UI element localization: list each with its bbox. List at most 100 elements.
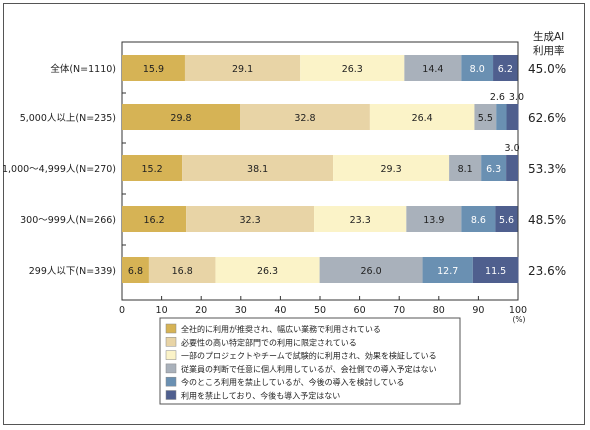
data-label-outside-r2-s5: 3.0 bbox=[505, 143, 520, 154]
data-label-r4-s4: 12.7 bbox=[437, 266, 458, 277]
data-label-r0-s0: 15.9 bbox=[143, 64, 164, 75]
bar-r2-s3 bbox=[449, 155, 482, 181]
bar-r2-s1 bbox=[182, 155, 334, 181]
category-label-3: 300～999人(N=266) bbox=[20, 215, 116, 226]
legend-label-1: 必要性の高い特定部門での利用に限定されている bbox=[181, 337, 357, 347]
legend-swatch-0 bbox=[165, 323, 177, 334]
data-label-r0-s3: 14.4 bbox=[422, 64, 443, 75]
data-label-r0-s5: 6.2 bbox=[498, 64, 513, 75]
legend-swatch-5 bbox=[165, 390, 177, 400]
x-tick-label-3: 30 bbox=[235, 305, 247, 316]
bar-r4-s5 bbox=[472, 257, 519, 283]
bar-r0-s1 bbox=[184, 55, 301, 81]
chart-frame bbox=[3, 3, 585, 425]
data-label-r4-s3: 26.0 bbox=[361, 266, 382, 277]
data-label-r4-s2: 26.3 bbox=[257, 266, 278, 277]
x-tick-label-0: 0 bbox=[119, 305, 125, 316]
data-label-r2-s1: 38.1 bbox=[247, 164, 268, 175]
data-label-r3-s2: 23.3 bbox=[350, 215, 371, 226]
rate-value-0: 45.0% bbox=[528, 62, 566, 76]
legend-swatch-3 bbox=[165, 363, 177, 374]
data-label-r1-s0: 29.8 bbox=[170, 113, 191, 124]
rate-value-2: 53.3% bbox=[528, 162, 566, 176]
bar-r2-s4 bbox=[481, 155, 507, 181]
data-label-r0-s4: 8.0 bbox=[470, 64, 485, 75]
bar-r1-s0 bbox=[122, 104, 241, 130]
data-label-r2-s3: 8.1 bbox=[458, 164, 473, 175]
bar-r3-s5 bbox=[495, 206, 518, 232]
x-tick-label-2: 20 bbox=[195, 305, 207, 316]
category-labels: 全体(N=1110) 5,000人以上(N=235) 1,000～4,999人(N=… bbox=[2, 63, 116, 277]
bar-r4-s1 bbox=[148, 257, 216, 283]
x-tick-label-9: 90 bbox=[472, 305, 484, 316]
bar-r3-s0 bbox=[122, 206, 187, 232]
x-tick-label-7: 70 bbox=[393, 305, 405, 316]
legend-label-4: 今のところ利用を禁止しているが、今後の導入を検討している bbox=[181, 377, 404, 387]
bar-r0-s2 bbox=[300, 55, 405, 81]
data-label-r3-s1: 32.3 bbox=[240, 215, 261, 226]
bar-r0-s0 bbox=[122, 55, 185, 81]
x-tick-label-8: 80 bbox=[433, 305, 445, 316]
x-unit-label: (%) bbox=[513, 315, 526, 324]
data-label-r2-s0: 15.2 bbox=[142, 164, 163, 175]
x-tick-label-5: 50 bbox=[314, 305, 326, 316]
bar-r3-s3 bbox=[406, 206, 462, 232]
bar-r0-s4 bbox=[461, 55, 494, 81]
legend-label-2: 一部のプロジェクトやチームで試験的に利用され、効果を検証している bbox=[181, 351, 437, 361]
legend-label-3: 従業員の判断で任意に個人利用しているが、会社側での導入予定はない bbox=[181, 364, 437, 374]
data-label-r3-s5: 5.6 bbox=[499, 215, 514, 226]
bar-r1-s4 bbox=[496, 104, 507, 130]
category-label-1: 5,000人以上(N=235) bbox=[20, 113, 116, 124]
x-tick-label-6: 60 bbox=[354, 305, 366, 316]
bar-r4-s0 bbox=[122, 257, 149, 283]
x-tick-label-4: 40 bbox=[274, 305, 286, 316]
bar-r4-s2 bbox=[215, 257, 320, 283]
rate-value-1: 62.6% bbox=[528, 111, 566, 125]
category-label-2: 1,000～4,999人(N=270) bbox=[2, 164, 116, 175]
bar-r4-s3 bbox=[319, 257, 423, 283]
category-label-4: 299人以下(N=339) bbox=[29, 266, 116, 277]
bar-r3-s1 bbox=[186, 206, 315, 232]
bar-r2-s5 bbox=[506, 155, 518, 181]
data-label-r3-s0: 16.2 bbox=[143, 215, 164, 226]
data-label-r4-s5: 11.5 bbox=[485, 266, 506, 277]
bar-r3-s4 bbox=[461, 206, 496, 232]
bar-r2-s0 bbox=[122, 155, 183, 181]
bar-r3-s2 bbox=[314, 206, 407, 232]
rate-value-4: 23.6% bbox=[528, 264, 566, 278]
data-label-r1-s1: 32.8 bbox=[294, 113, 315, 124]
legend-swatch-1 bbox=[165, 337, 177, 347]
data-label-r4-s0: 6.8 bbox=[128, 266, 143, 277]
x-tick-label-1: 10 bbox=[156, 305, 168, 316]
data-label-outside-r1-s5: 3.0 bbox=[509, 92, 524, 103]
x-axis: 0 10 20 30 40 50 60 70 80 90 100(%) bbox=[119, 296, 527, 324]
data-label-r1-s3: 5.5 bbox=[478, 113, 493, 124]
data-label-r2-s4: 6.3 bbox=[486, 164, 501, 175]
legend-label-5: 利用を禁止しており、今後も導入予定はない bbox=[181, 391, 340, 401]
bar-r4-s4 bbox=[422, 257, 473, 283]
data-label-r3-s4: 8.6 bbox=[471, 215, 486, 226]
x-tick-label-10: 100 bbox=[509, 305, 527, 316]
data-label-r1-s2: 26.4 bbox=[412, 113, 433, 124]
bar-r1-s5 bbox=[506, 104, 519, 130]
legend-label-0: 全社的に利用が推奨され、幅広い業務で利用されている bbox=[181, 324, 381, 334]
legend-swatch-4 bbox=[165, 376, 177, 387]
legend-box bbox=[159, 317, 461, 405]
rate-header-line2: 利用率 bbox=[533, 44, 565, 57]
data-label-r2-s2: 29.3 bbox=[381, 164, 402, 175]
data-label-r0-s1: 29.1 bbox=[232, 64, 253, 75]
bars bbox=[122, 55, 519, 283]
data-label-outside-r1-s4: 2.6 bbox=[490, 92, 505, 103]
bar-r1-s1 bbox=[240, 104, 370, 130]
data-label-r3-s3: 13.9 bbox=[423, 215, 444, 226]
data-labels: 15.9 29.1 26.3 14.4 8.0 6.2 29.8 32.8 26.4 5.5 2.6… bbox=[128, 64, 524, 277]
legend: 全社的に利用が推奨され、幅広い業務で利用されている必要性の高い特定部門での利用に… bbox=[159, 317, 461, 405]
rate-value-3: 48.5% bbox=[528, 213, 566, 227]
category-label-0: 全体(N=1110) bbox=[50, 63, 116, 75]
bar-r1-s3 bbox=[474, 104, 497, 130]
bar-r1-s2 bbox=[369, 104, 475, 130]
bar-r2-s2 bbox=[333, 155, 450, 181]
rate-header-line1: 生成AI bbox=[533, 30, 564, 43]
